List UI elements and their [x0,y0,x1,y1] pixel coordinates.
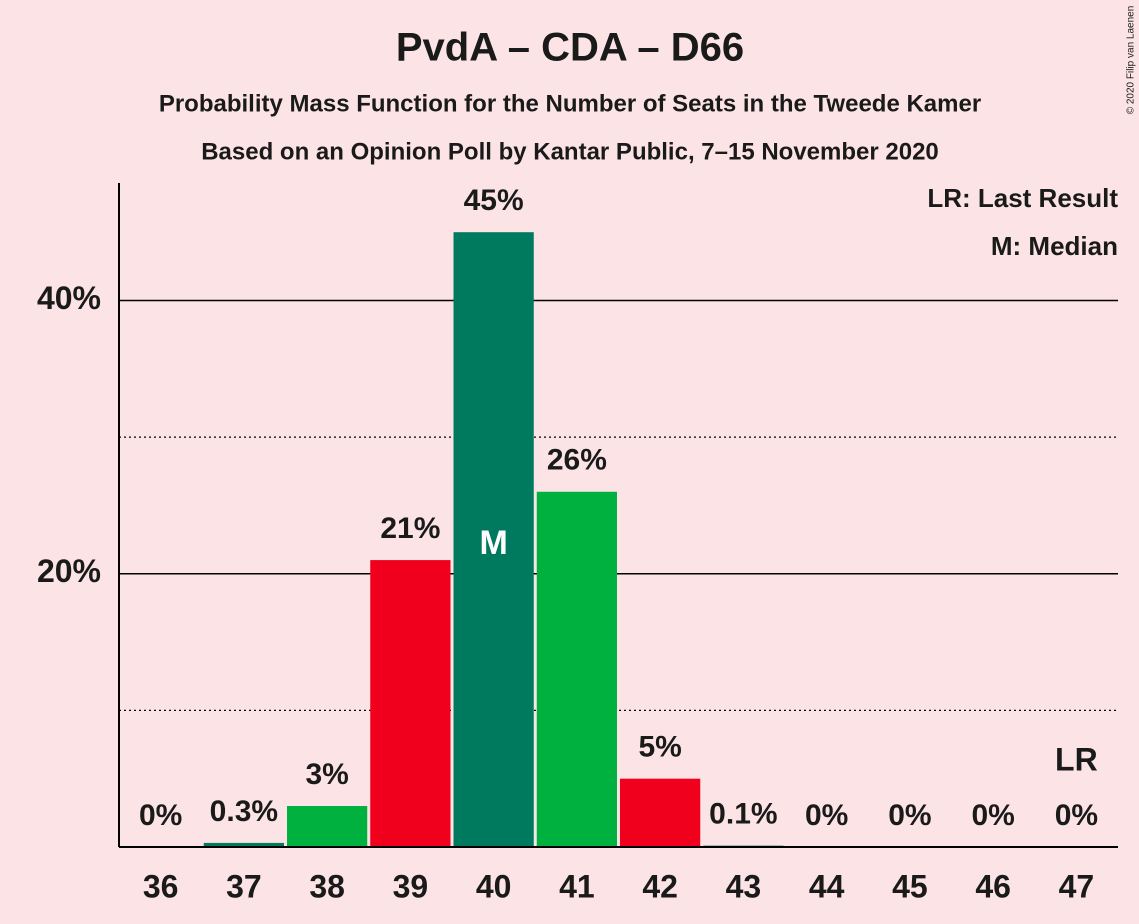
value-label: 21% [380,512,440,545]
x-tick-label: 46 [975,868,1011,904]
chart-subtitle: Based on an Opinion Poll by Kantar Publi… [201,138,939,165]
x-tick-label: 42 [642,868,678,904]
bar [287,806,368,847]
value-label: 5% [638,731,681,764]
legend-entry: LR: Last Result [927,183,1118,213]
value-label: 0% [139,799,182,832]
median-marker: M [479,524,507,562]
x-tick-label: 37 [226,868,262,904]
y-tick-label: 20% [37,553,101,589]
x-tick-label: 39 [393,868,429,904]
x-tick-label: 44 [809,868,845,904]
x-tick-label: 40 [476,868,512,904]
value-label: 45% [464,184,524,217]
value-label: 0% [1055,799,1098,832]
value-label: 0.1% [709,798,777,831]
copyright: © 2020 Filip van Laenen [1126,6,1137,115]
last-result-marker: LR [1055,741,1098,777]
y-tick-label: 40% [37,280,101,316]
value-label: 26% [547,444,607,477]
bar [370,560,451,847]
value-label: 0.3% [210,795,278,828]
bar [203,842,284,847]
value-label: 0% [971,799,1014,832]
bar [453,232,534,847]
chart-title: PvdA – CDA – D66 [396,26,744,70]
value-label: 0% [888,799,931,832]
value-label: 0% [805,799,848,832]
bar [536,491,617,847]
value-label: 3% [305,758,348,791]
x-tick-label: 36 [143,868,179,904]
x-tick-label: 41 [559,868,595,904]
x-tick-label: 47 [1059,868,1095,904]
x-tick-label: 38 [309,868,345,904]
x-tick-label: 43 [726,868,762,904]
chart-subtitle: Probability Mass Function for the Number… [159,90,981,117]
bar [620,778,701,847]
x-tick-label: 45 [892,868,928,904]
legend-entry: M: Median [991,231,1118,261]
